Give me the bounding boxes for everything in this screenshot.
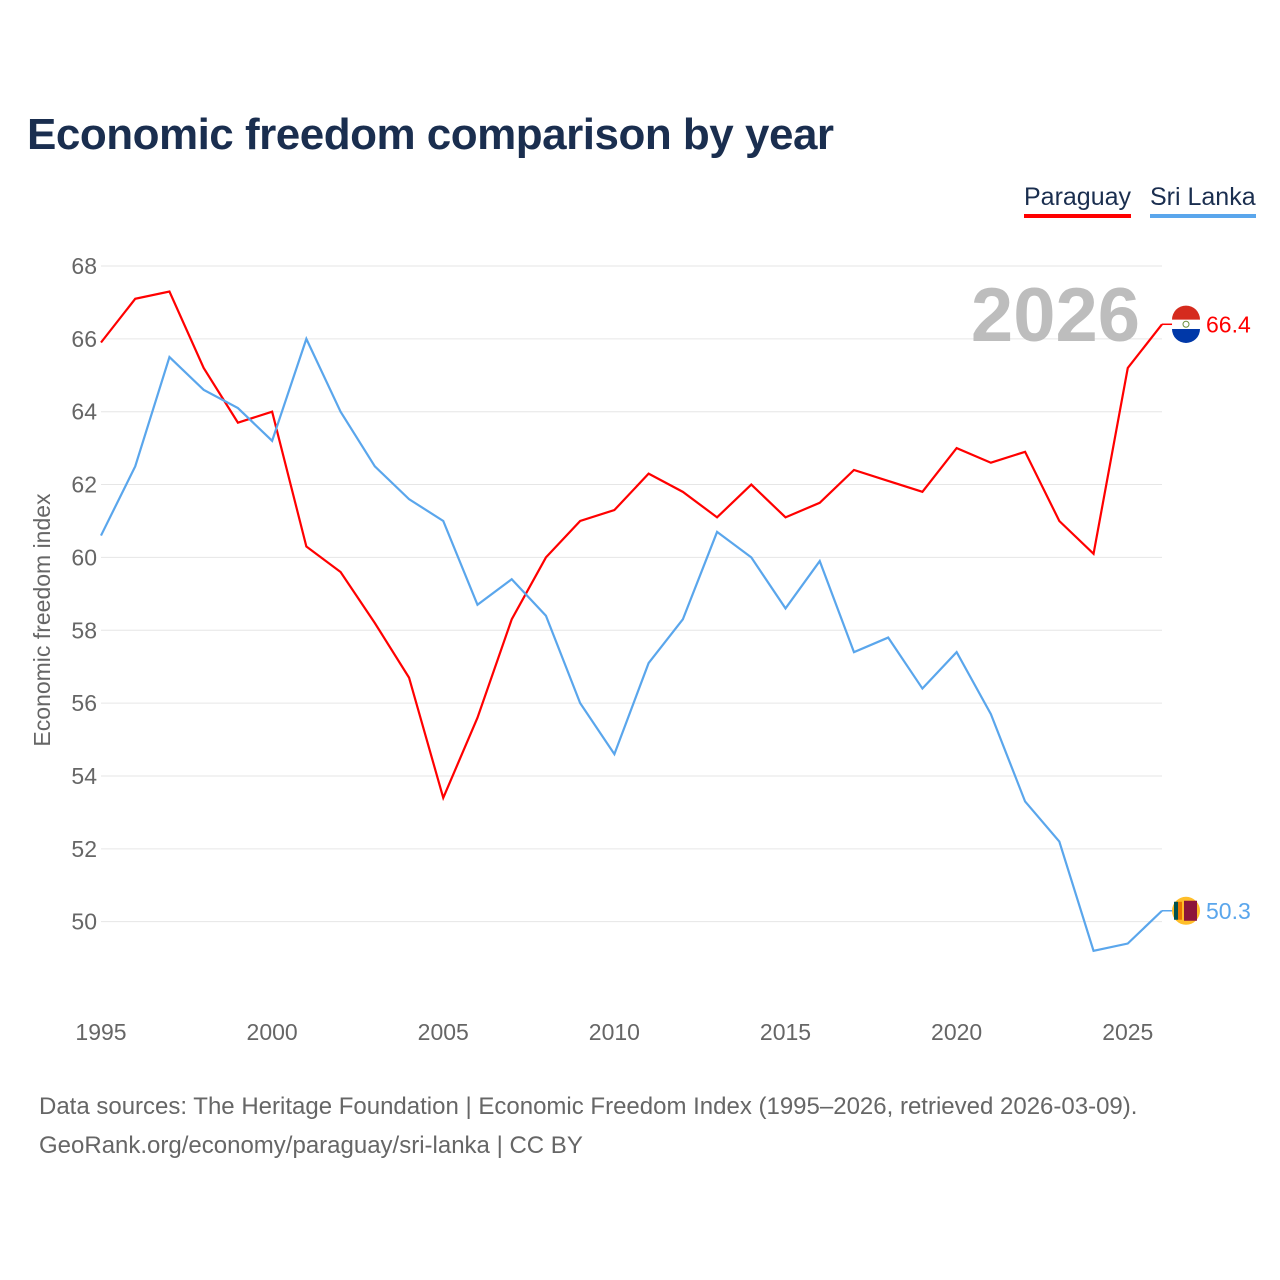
x-tick-label: 2005 bbox=[418, 1019, 469, 1045]
source-line-2: GeoRank.org/economy/paraguay/sri-lanka |… bbox=[39, 1132, 583, 1159]
flag-emblem bbox=[1182, 320, 1190, 328]
flag-stripe bbox=[1172, 328, 1200, 343]
year-label: 2026 bbox=[971, 273, 1140, 358]
y-tick-label: 66 bbox=[71, 326, 97, 352]
legend-paraguay[interactable]: Paraguay bbox=[1024, 183, 1132, 218]
x-tick-label: 2010 bbox=[589, 1019, 640, 1045]
x-tick-label: 2000 bbox=[247, 1019, 298, 1045]
flag-stripe bbox=[1178, 901, 1182, 920]
flag-stripe bbox=[1174, 901, 1178, 920]
chart-title: Economic freedom comparison by year bbox=[27, 110, 834, 159]
y-tick-label: 56 bbox=[71, 690, 97, 716]
y-tick-label: 60 bbox=[71, 544, 97, 570]
end-value-label: 50.3 bbox=[1206, 898, 1251, 924]
y-tick-label: 62 bbox=[71, 472, 97, 498]
y-tick-label: 50 bbox=[71, 909, 97, 935]
end-value-label: 66.4 bbox=[1206, 311, 1251, 337]
source-line-1: Data sources: The Heritage Foundation | … bbox=[39, 1093, 1138, 1120]
x-tick-label: 2025 bbox=[1102, 1019, 1153, 1045]
legend-sri-lanka[interactable]: Sri Lanka bbox=[1150, 183, 1256, 218]
y-tick-label: 64 bbox=[71, 399, 97, 425]
y-tick-label: 58 bbox=[71, 617, 97, 643]
x-tick-label: 1995 bbox=[75, 1019, 126, 1045]
y-tick-label: 68 bbox=[71, 253, 97, 279]
series-line-sri-lanka bbox=[100, 335, 1163, 953]
flag-field bbox=[1184, 900, 1197, 921]
x-tick-label: 2020 bbox=[931, 1019, 982, 1045]
source-note: Data sources: The Heritage Foundation | … bbox=[39, 1087, 1137, 1165]
flag-stripe bbox=[1172, 305, 1200, 320]
y-tick-label: 54 bbox=[71, 763, 97, 789]
series-line-paraguay bbox=[100, 290, 1163, 802]
x-tick-label: 2015 bbox=[760, 1019, 811, 1045]
y-tick-label: 52 bbox=[71, 836, 97, 862]
y-axis-label: Economic freedom index bbox=[29, 493, 55, 747]
